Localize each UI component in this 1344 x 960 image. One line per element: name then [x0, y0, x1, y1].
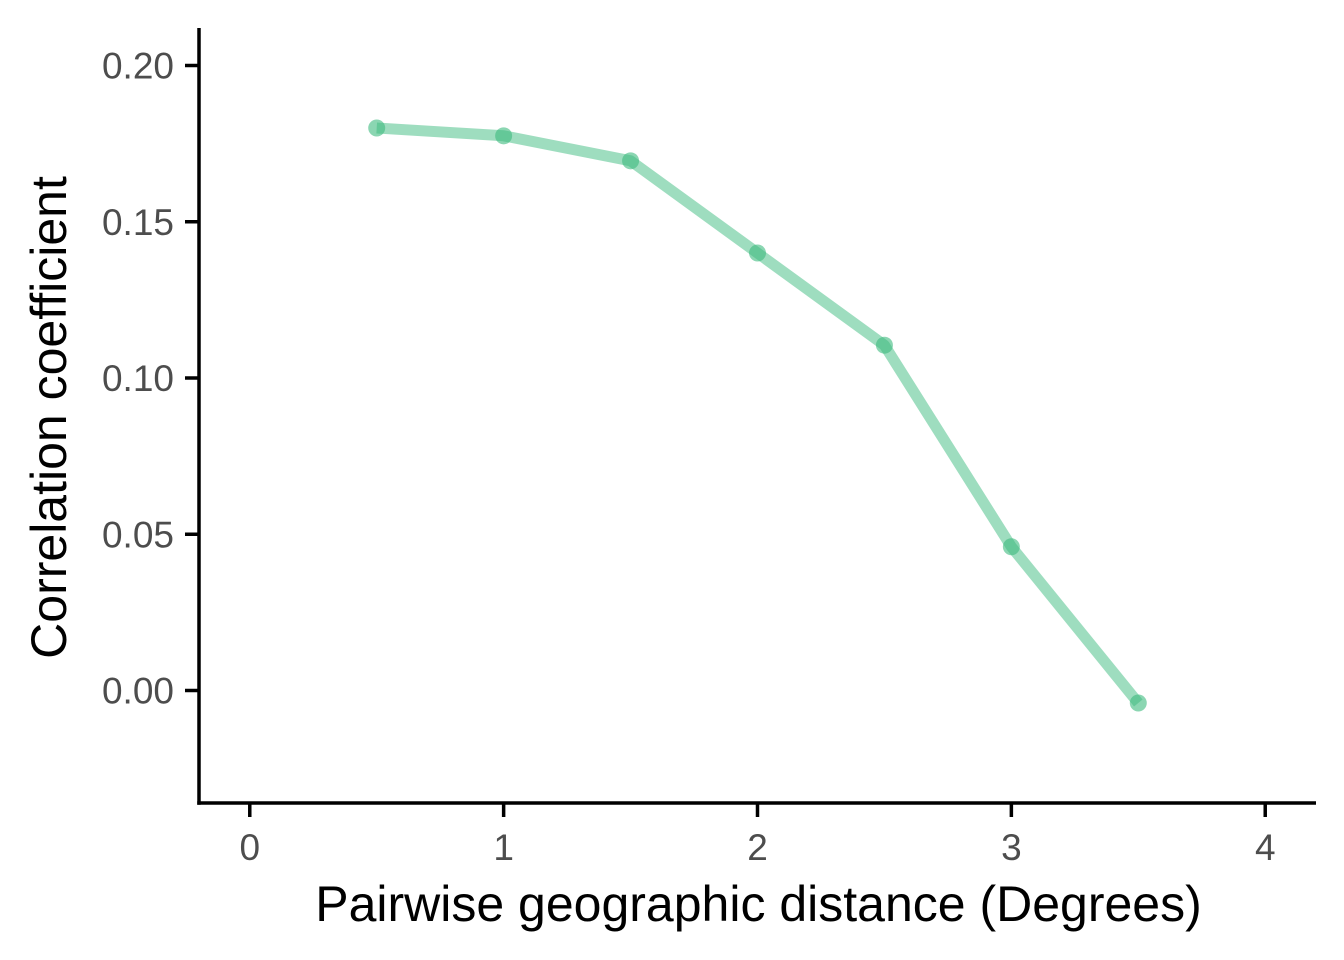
x-tick-label: 2 — [747, 827, 768, 868]
y-tick-label: 0.05 — [102, 514, 174, 555]
x-tick-label: 1 — [493, 827, 514, 868]
axes-layer: 0.00 0.05 0.10 0.15 0.20 0 1 2 3 4 — [102, 28, 1316, 868]
y-tick-label: 0.20 — [102, 46, 174, 87]
plot-panel — [368, 119, 1147, 712]
data-point — [1129, 694, 1147, 712]
y-tick-label: 0.15 — [102, 202, 174, 243]
data-point — [368, 119, 386, 137]
x-axis-ticks: 0 1 2 3 4 — [239, 803, 1276, 868]
series-layer — [368, 119, 1147, 712]
data-point — [749, 244, 766, 262]
y-axis-title: Correlation coefficient — [21, 176, 77, 659]
y-axis-ticks: 0.00 0.05 0.10 0.15 0.20 — [102, 46, 199, 712]
data-point — [495, 127, 513, 145]
data-point — [875, 336, 893, 354]
x-tick-label: 0 — [239, 827, 260, 868]
x-tick-label: 4 — [1255, 827, 1276, 868]
y-tick-label: 0.10 — [102, 358, 174, 399]
data-point — [1002, 538, 1020, 556]
y-tick-label: 0.00 — [102, 671, 174, 712]
series-line — [376, 122, 1143, 707]
data-point — [622, 152, 640, 170]
x-tick-label: 3 — [1001, 827, 1022, 868]
x-axis-title: Pairwise geographic distance (Degrees) — [315, 876, 1202, 932]
